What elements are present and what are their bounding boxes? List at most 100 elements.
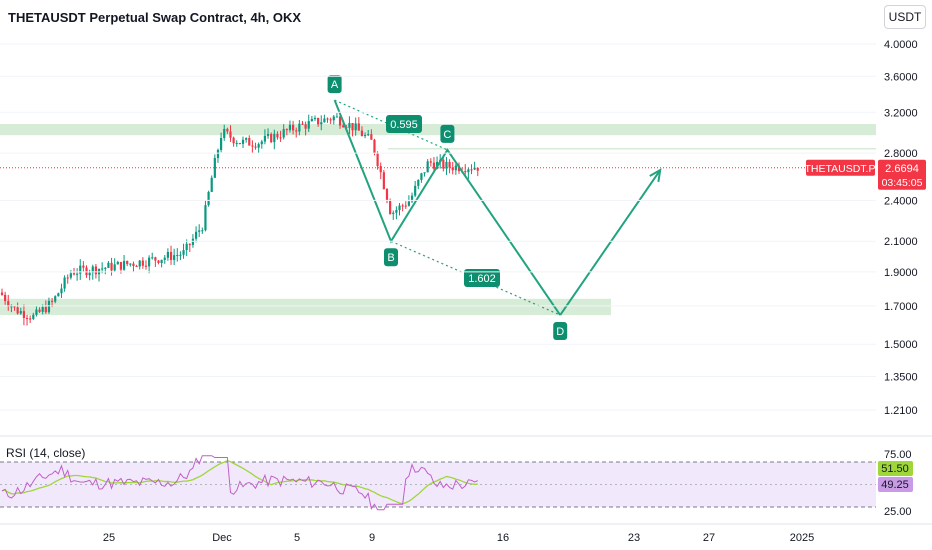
candle-body — [338, 116, 342, 126]
candle-body — [204, 205, 207, 231]
resistance-zone — [0, 124, 876, 136]
candle-body — [76, 273, 79, 275]
price-tick-label: 1.9000 — [884, 267, 918, 279]
candle-body — [19, 311, 22, 314]
candle-body — [94, 266, 97, 275]
candle-body — [357, 123, 360, 131]
ratio-badge — [464, 269, 500, 287]
pattern-point-label-d: D — [556, 326, 564, 338]
ratio-label-ac: 0.595 — [390, 119, 418, 131]
candle-body — [301, 123, 304, 125]
price-tick-label: 1.2100 — [884, 405, 918, 417]
candle-body — [389, 200, 392, 214]
candle-body — [392, 212, 395, 214]
price-badge-box — [878, 159, 926, 190]
candle-body — [10, 306, 13, 308]
candle-body — [248, 138, 251, 146]
price-tick-label: 4.0000 — [884, 39, 918, 51]
candle-body — [451, 167, 454, 171]
price-tick-label: 3.2000 — [884, 107, 918, 119]
candle-body — [279, 137, 282, 139]
candle-body — [464, 171, 467, 173]
projection-arrow-head — [649, 168, 662, 183]
price-tick-label: 1.5000 — [884, 339, 918, 351]
candle-body — [63, 277, 66, 289]
candle-body — [38, 309, 41, 312]
candle-body — [363, 135, 367, 137]
candle-body — [69, 273, 72, 278]
candle-body — [442, 159, 445, 169]
pattern-point-label-b: B — [387, 252, 394, 264]
symbol-badge — [806, 159, 875, 176]
candle-body — [417, 179, 420, 186]
candle-body — [476, 167, 479, 171]
candle-body — [304, 124, 307, 129]
candle-body — [288, 124, 292, 131]
candle-body — [157, 260, 160, 263]
candle-body — [198, 230, 201, 232]
candle-body — [285, 129, 288, 131]
candle-body — [307, 121, 310, 129]
countdown-label: 03:45:05 — [882, 177, 923, 189]
price-badge: THETAUSDT.P 2.6694 03:45:05 — [0, 159, 926, 190]
candles — [0, 113, 479, 326]
candle-body — [16, 307, 19, 314]
currency-button[interactable]: USDT — [884, 5, 926, 29]
candle-body — [313, 117, 317, 120]
candle-body — [410, 195, 414, 202]
candle-body — [379, 166, 382, 173]
time-tick-label: 2025 — [790, 532, 814, 544]
candle-body — [104, 267, 107, 269]
candle-body — [370, 134, 373, 140]
candle-body — [60, 288, 63, 294]
candle-body — [291, 124, 295, 131]
time-tick-label: 23 — [628, 532, 640, 544]
candle-body — [414, 185, 417, 196]
chart-title: THETAUSDT Perpetual Swap Contract, 4h, O… — [8, 10, 302, 25]
candle-body — [342, 125, 345, 128]
candle-body — [154, 257, 157, 261]
candle-body — [251, 145, 254, 147]
candle-body — [420, 173, 423, 180]
candle-body — [79, 265, 82, 274]
rsi-value-badge — [878, 477, 913, 492]
ratio-label-bd: 1.602 — [468, 273, 496, 285]
rsi-title: RSI (14, close) — [6, 446, 86, 460]
candle-body — [29, 318, 32, 320]
candle-body — [0, 292, 4, 295]
candle-body — [207, 191, 210, 206]
candle-body — [173, 255, 176, 261]
candle-body — [191, 238, 195, 245]
candle-body — [66, 277, 69, 279]
current-price-label: 2.6694 — [885, 163, 919, 175]
candle-body — [473, 167, 476, 170]
candle-body — [32, 314, 35, 319]
candle-body — [179, 254, 182, 256]
candle-body — [22, 311, 26, 319]
candle-body — [163, 257, 166, 260]
candle-body — [220, 137, 223, 150]
candle-body — [91, 266, 94, 273]
candle-body — [122, 260, 126, 270]
harmonic-pattern: A B C D 0.595 1.602 — [327, 75, 662, 341]
candle-body — [82, 265, 85, 268]
candle-body — [376, 153, 379, 167]
bd-ratio-line — [390, 240, 561, 316]
candle-body — [467, 169, 470, 173]
candle-body — [151, 257, 154, 259]
candle-body — [448, 161, 451, 168]
candle-body — [166, 251, 169, 258]
price-tick-label: 1.7000 — [884, 301, 918, 313]
candle-body — [47, 300, 51, 313]
candle-body — [216, 149, 220, 159]
candle-body — [101, 268, 104, 270]
candle-body — [404, 205, 407, 207]
candle-body — [354, 123, 357, 131]
candle-body — [110, 262, 113, 271]
candle-body — [13, 306, 16, 308]
candle-body — [144, 265, 148, 267]
zones — [0, 124, 876, 316]
price-tick-label: 2.1000 — [884, 236, 918, 248]
candle-body — [276, 133, 279, 138]
